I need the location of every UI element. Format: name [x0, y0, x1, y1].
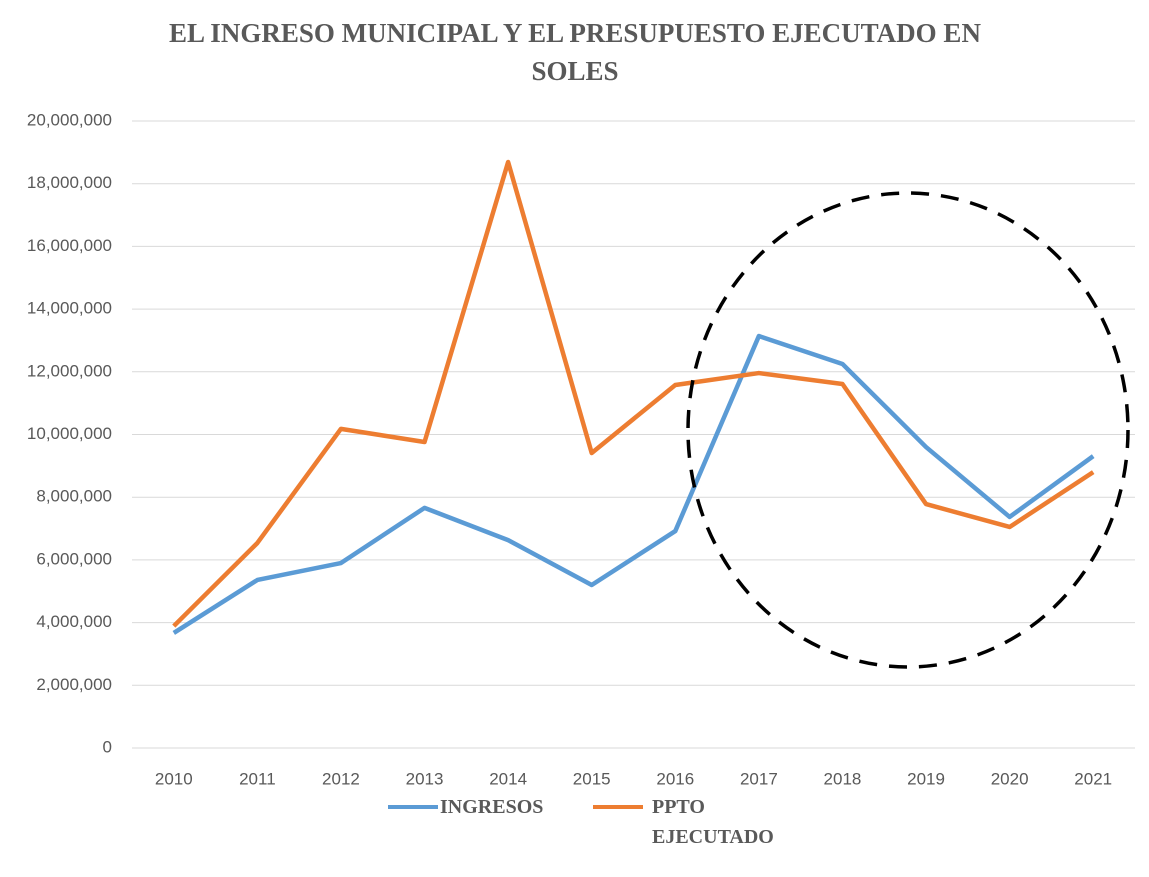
- x-tick-label: 2016: [656, 769, 694, 788]
- series-line: [172, 159, 1095, 628]
- legend-label: INGRESOS: [440, 796, 544, 818]
- x-tick-label: 2019: [907, 769, 945, 788]
- y-tick-label: 8,000,000: [36, 487, 112, 506]
- x-tick-label: 2021: [1074, 769, 1112, 788]
- x-tick-label: 2011: [239, 769, 276, 788]
- y-tick-label: 12,000,000: [27, 361, 112, 380]
- y-tick-label: 14,000,000: [27, 299, 112, 318]
- y-tick-label: 0: [103, 737, 112, 756]
- y-tick-label: 20,000,000: [27, 110, 112, 129]
- legend-swatch: [593, 805, 643, 809]
- x-tick-label: 2013: [406, 769, 444, 788]
- y-tick-label: 16,000,000: [27, 236, 112, 255]
- legend-swatch: [388, 805, 438, 809]
- x-tick-label: 2015: [573, 769, 611, 788]
- y-tick-label: 2,000,000: [36, 675, 112, 694]
- y-tick-label: 6,000,000: [36, 549, 112, 568]
- series-line: [172, 333, 1095, 635]
- y-tick-label: 4,000,000: [36, 612, 112, 631]
- x-tick-label: 2020: [991, 769, 1029, 788]
- x-tick-label: 2017: [740, 769, 778, 788]
- x-tick-label: 2018: [824, 769, 862, 788]
- y-tick-label: 18,000,000: [27, 173, 112, 192]
- y-tick-label: 10,000,000: [27, 424, 112, 443]
- x-tick-label: 2010: [155, 769, 193, 788]
- highlight-circle: [686, 191, 1130, 669]
- legend-label: PPTO EJECUTADO: [652, 796, 774, 848]
- x-tick-label: 2012: [322, 769, 360, 788]
- chart-title: EL INGRESO MUNICIPAL Y EL PRESUPUESTO EJ…: [169, 18, 981, 86]
- x-tick-label: 2014: [489, 769, 527, 788]
